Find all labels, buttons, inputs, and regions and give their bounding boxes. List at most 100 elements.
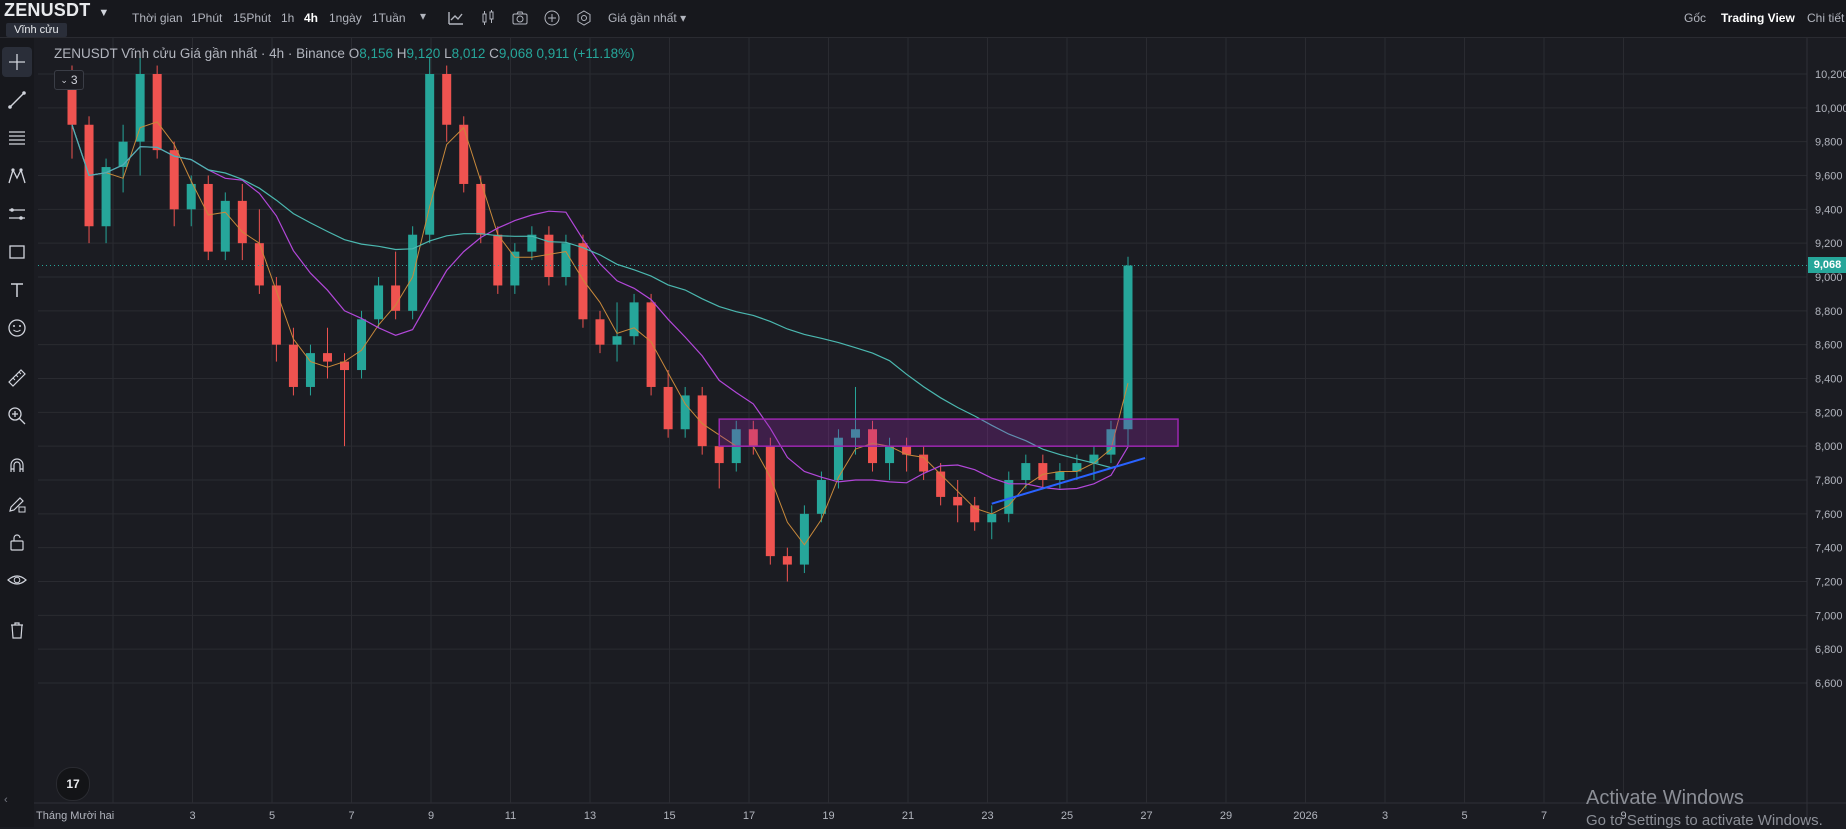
legend-o-label: O (348, 46, 360, 61)
candle-body (663, 386, 673, 430)
candle-body (748, 429, 758, 447)
symbol-name[interactable]: ZENUSDT (4, 0, 91, 20)
candle-body (799, 513, 809, 565)
windows-activation-watermark: Activate Windows Go to Settings to activ… (1586, 787, 1823, 829)
interval-1h[interactable]: 1h (281, 11, 295, 25)
candle-body (1038, 463, 1048, 480)
ma-fast-line (71, 121, 1129, 546)
symbol-selector[interactable]: ZENUSDT ▼ Vĩnh cửu (4, 0, 110, 37)
candle-body (1021, 463, 1031, 480)
chevron-down-icon: ⌄ (60, 74, 68, 85)
x-tick-label: 29 (1220, 810, 1232, 822)
y-tick-label: 8,600 (1815, 340, 1843, 352)
candle-body (1089, 454, 1099, 464)
candle-body (902, 446, 912, 455)
candle-body (101, 167, 111, 227)
y-tick-label: 6,600 (1815, 678, 1843, 690)
x-tick-label: 9 (428, 810, 434, 822)
ma-slow-line (71, 124, 1129, 469)
candle-body (1055, 471, 1065, 480)
top-toolbar: ZENUSDT ▼ Vĩnh cửu Thời gian 1Phút 15Phút… (0, 0, 1846, 38)
candle-body (782, 556, 792, 565)
y-tick-label: 6,800 (1815, 644, 1843, 656)
chart-area[interactable]: 10,200 10,000 9,800 9,600 9,400 9,200 9,000 8,8… (34, 38, 1846, 827)
candle-body (936, 471, 946, 497)
crosshair-icon[interactable] (2, 47, 32, 77)
ruler-icon[interactable] (2, 363, 32, 393)
x-tick-label: Tháng Mười hai (36, 810, 114, 822)
pattern-icon[interactable] (2, 161, 32, 191)
y-tick-label: 9,600 (1815, 171, 1843, 183)
candle-type-icon[interactable] (478, 8, 498, 28)
indicator-chart-icon[interactable] (446, 8, 466, 28)
x-tick-label: 27 (1140, 810, 1152, 822)
y-tick-label: 10,000 (1815, 103, 1846, 115)
candle-body (186, 183, 196, 210)
y-tick-label: 7,000 (1815, 610, 1843, 622)
candle-body (357, 319, 367, 371)
text-icon[interactable] (2, 275, 32, 305)
collapse-arrow-icon[interactable]: ‹ (4, 794, 8, 806)
interval-1d[interactable]: 1ngày (329, 11, 362, 25)
magnet-icon[interactable] (2, 451, 32, 481)
chevron-down-icon[interactable]: ▼ (98, 7, 110, 19)
candle-body (612, 336, 622, 345)
toggle-details[interactable]: Chi tiết (1807, 11, 1845, 25)
eye-icon[interactable] (2, 565, 32, 595)
fib-icon[interactable] (2, 123, 32, 153)
emoji-icon[interactable] (2, 313, 32, 343)
interval-more-icon[interactable]: ▾ (420, 9, 427, 23)
projection-icon[interactable] (2, 199, 32, 229)
candle-body (271, 285, 281, 345)
interval-1m[interactable]: 1Phút (191, 11, 223, 25)
price-chart[interactable]: 10,200 10,000 9,800 9,600 9,400 9,200 9,000 8,8… (34, 38, 1846, 827)
symbol-tooltip: Vĩnh cửu (6, 23, 67, 37)
interval-4h[interactable]: 4h (304, 11, 319, 25)
rectangle-icon[interactable] (2, 237, 32, 267)
tradingview-logo[interactable]: 17 (56, 767, 90, 801)
lock-icon[interactable] (2, 527, 32, 557)
legend-h-label: H (396, 46, 407, 61)
legend-open: 8,156 (359, 46, 394, 61)
candle-body (118, 141, 128, 168)
chevron-down-icon: ▾ (680, 11, 687, 25)
chart-legend: ZENUSDT Vĩnh cửu Giá gần nhất · 4h · Bin… (54, 46, 635, 61)
zoom-icon[interactable] (2, 401, 32, 431)
y-tick-label: 7,800 (1815, 475, 1843, 487)
price-type-label: Giá gần nhất (608, 11, 677, 25)
candle-body (816, 480, 826, 514)
x-tick-label: 5 (269, 810, 275, 822)
x-tick-label: 5 (1461, 810, 1467, 822)
trash-icon[interactable] (2, 615, 32, 645)
toggle-trading-view[interactable]: Trading View (1721, 11, 1795, 25)
indicator-toggle[interactable]: ⌄ 3 (54, 70, 84, 90)
camera-icon[interactable] (510, 8, 530, 28)
interval-15m[interactable]: 15Phút (233, 11, 272, 25)
time-label[interactable]: Thời gian (132, 11, 183, 25)
price-type-dropdown[interactable]: Giá gần nhất ▾ (608, 11, 686, 25)
legend-low: 8,012 (451, 46, 486, 61)
candle-body (850, 429, 860, 438)
x-tick-label: 15 (663, 810, 675, 822)
candle-body (1004, 480, 1014, 514)
y-tick-label: 7,200 (1815, 577, 1843, 589)
interval-1w[interactable]: 1Tuần (372, 11, 406, 25)
candle-body (714, 446, 724, 464)
x-tick-label: 7 (1541, 810, 1547, 822)
candle-body (340, 361, 350, 371)
candle-body (1106, 429, 1116, 455)
pencil-lock-icon[interactable] (2, 489, 32, 519)
settings-icon[interactable] (574, 8, 594, 28)
trendline-icon[interactable] (2, 85, 32, 115)
candle-body (442, 74, 452, 125)
y-tick-label: 7,400 (1815, 543, 1843, 555)
candle-body (527, 234, 537, 252)
candle-body (765, 446, 775, 557)
ma-mid-line (71, 124, 1129, 491)
watermark-title: Activate Windows (1586, 787, 1744, 809)
candle-body (152, 74, 162, 151)
y-tick-label: 8,200 (1815, 407, 1843, 419)
toggle-original[interactable]: Gốc (1684, 11, 1707, 25)
add-icon[interactable] (542, 8, 562, 28)
x-tick-label: 3 (1382, 810, 1388, 822)
